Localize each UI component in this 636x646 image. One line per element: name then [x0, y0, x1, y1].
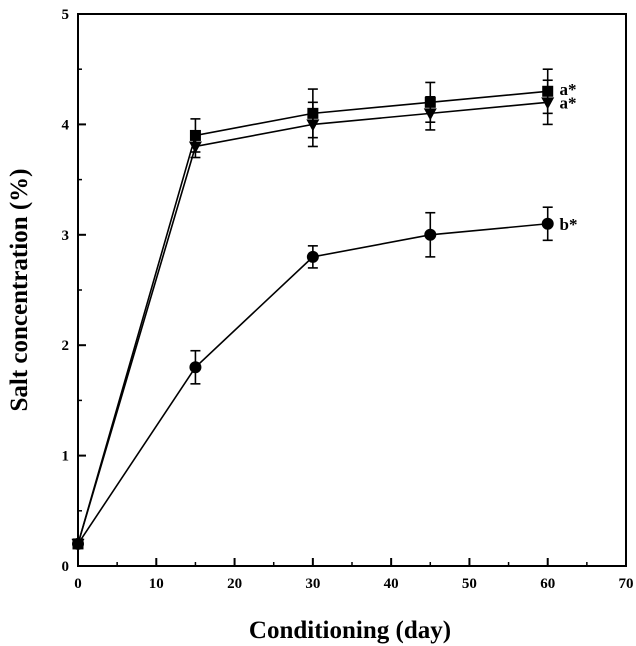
- series-triangle-down: [71, 79, 555, 551]
- data-point-triangle: [306, 119, 320, 132]
- data-point-circle: [72, 537, 84, 550]
- y-tick-label: 3: [62, 228, 70, 244]
- data-point-triangle: [188, 141, 202, 154]
- y-tick-label: 4: [62, 117, 70, 133]
- plot-area: 0 10 20 30 40 50 60 70 0 1 2 3 4 5 a*a* b*: [62, 7, 634, 592]
- significance-label: a*: [560, 93, 577, 112]
- x-tick-label: 10: [149, 576, 164, 592]
- data-point-circle: [189, 361, 202, 374]
- series-circle: [72, 206, 554, 550]
- y-tick-label: 1: [62, 449, 70, 465]
- series-line: [77, 101, 548, 545]
- x-tick-label: 70: [619, 576, 634, 592]
- data-point-triangle: [541, 97, 555, 110]
- x-axis-title: Conditioning (day): [249, 617, 451, 644]
- data-point-circle: [541, 217, 554, 230]
- significance-label: b*: [560, 215, 578, 234]
- data-point-circle: [424, 228, 437, 241]
- x-tick-label: 30: [305, 576, 320, 592]
- plot-frame: [77, 13, 627, 567]
- y-tick-label: 0: [62, 559, 70, 575]
- data-point-triangle: [423, 108, 437, 121]
- significance-label: a*: [560, 80, 577, 99]
- y-tick-label: 2: [62, 338, 70, 354]
- x-tick-label: 0: [74, 576, 82, 592]
- x-tick-label: 40: [384, 576, 399, 592]
- x-tick-label: 50: [462, 576, 477, 592]
- x-tick-label: 60: [540, 576, 555, 592]
- data-point-circle: [306, 250, 319, 263]
- y-axis-title: Salt concentration (%): [6, 168, 33, 411]
- series-line: [77, 90, 548, 545]
- y-tick-label: 5: [62, 7, 70, 23]
- series-line: [77, 222, 548, 545]
- x-tick-label: 20: [227, 576, 242, 592]
